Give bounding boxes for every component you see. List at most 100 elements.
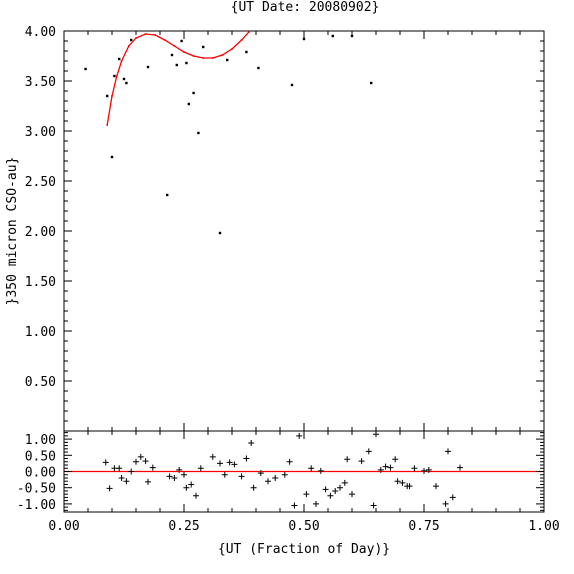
residual-plot-panel: -1.00-0.500.000.501.00 0.00 0.25 0.50 0.75 1… xyxy=(17,430,560,534)
data-point xyxy=(290,83,294,87)
residual-point xyxy=(166,473,173,480)
residual-point xyxy=(238,473,245,480)
residual-point xyxy=(243,455,250,462)
residual-point xyxy=(265,478,271,485)
residual-point xyxy=(337,484,343,491)
residual-point xyxy=(128,468,135,475)
data-point xyxy=(257,66,260,70)
residual-point xyxy=(387,464,394,471)
residual-y-tick-label: 1.00 xyxy=(25,433,56,448)
data-point xyxy=(185,61,188,65)
y-tick-label: 1.00 xyxy=(25,325,56,340)
fit-point xyxy=(128,45,130,47)
data-point xyxy=(218,231,222,235)
residual-point xyxy=(181,471,187,478)
residual-point xyxy=(365,448,372,455)
residual-point xyxy=(332,487,339,494)
residual-point xyxy=(197,465,204,472)
main-plot-x-ticks xyxy=(63,31,545,431)
x-axis-label: {UT (Fraction of Day)} xyxy=(218,542,390,557)
residual-point xyxy=(411,465,418,472)
fit-point xyxy=(231,48,233,50)
fit-point xyxy=(202,57,204,59)
residual-point xyxy=(226,459,233,466)
data-point xyxy=(197,131,200,135)
data-point xyxy=(170,53,174,57)
data-point xyxy=(84,67,87,71)
residual-point xyxy=(102,459,109,466)
data-point xyxy=(110,155,114,159)
fit-point xyxy=(106,124,108,126)
residual-x-ticks: 0.00 0.25 0.50 0.75 1.00 xyxy=(48,431,560,534)
data-point xyxy=(106,94,109,98)
data-point xyxy=(122,77,126,81)
y-axis-label: }350 micron CSO-au} xyxy=(5,157,20,306)
data-point xyxy=(130,38,133,42)
residual-point xyxy=(188,481,195,488)
residual-point xyxy=(370,502,377,509)
fit-curve xyxy=(106,31,250,126)
fit-point xyxy=(212,57,214,59)
data-point xyxy=(187,102,190,106)
data-point xyxy=(350,34,354,38)
residual-point xyxy=(123,478,130,485)
fit-point xyxy=(154,34,156,36)
residual-point xyxy=(308,465,315,472)
data-point xyxy=(370,81,373,85)
residual-point xyxy=(250,484,257,491)
data-point xyxy=(118,57,121,61)
data-point xyxy=(146,65,150,69)
residual-point xyxy=(217,460,223,467)
x-tick-label: 0.25 xyxy=(168,519,199,534)
chart-title: {UT Date: 20080902} xyxy=(231,0,380,15)
residual-point xyxy=(137,453,144,460)
residual-point xyxy=(341,479,348,486)
residual-point xyxy=(313,500,319,507)
residual-point xyxy=(433,483,439,490)
y-tick-label: 3.50 xyxy=(25,75,56,90)
fit-point xyxy=(183,51,185,53)
residual-point xyxy=(421,467,427,474)
fit-point xyxy=(135,37,137,39)
fit-point xyxy=(173,45,176,47)
fit-point xyxy=(116,75,118,77)
residual-y-tick-label: 0.50 xyxy=(25,449,56,464)
data-point xyxy=(175,63,178,67)
y-tick-label: 3.00 xyxy=(25,125,56,140)
y-tick-label: 2.00 xyxy=(25,225,56,240)
fit-point xyxy=(221,54,224,56)
residual-point xyxy=(349,491,355,498)
residual-point xyxy=(106,485,113,492)
residual-point xyxy=(231,461,238,468)
residual-point xyxy=(133,458,139,465)
residual-point xyxy=(406,483,413,490)
residual-point xyxy=(257,470,264,477)
residual-point xyxy=(394,478,401,485)
residual-point xyxy=(118,474,125,481)
residual-point xyxy=(221,471,228,478)
residual-point xyxy=(442,500,449,507)
x-tick-label: 1.00 xyxy=(528,519,559,534)
main-plot-y-ticks: 0.50 1.00 1.50 2.00 2.50 3.00 3.50 4.00 xyxy=(25,25,544,432)
residual-point xyxy=(272,474,279,481)
y-tick-label: 2.50 xyxy=(25,175,56,190)
residual-point xyxy=(145,478,151,485)
data-points-group xyxy=(84,34,373,235)
residual-point xyxy=(183,484,190,491)
fit-point xyxy=(111,95,113,97)
data-point xyxy=(331,34,334,38)
fit-point xyxy=(192,55,195,57)
data-point xyxy=(125,81,128,85)
data-point xyxy=(113,74,116,78)
residual-y-ticks: -1.00-0.500.00 0.501.00 xyxy=(17,432,544,513)
residual-point xyxy=(344,456,351,463)
data-point xyxy=(226,58,229,62)
fit-point xyxy=(120,60,123,62)
residual-point xyxy=(327,492,334,499)
residual-point xyxy=(358,458,365,465)
data-point xyxy=(192,91,195,95)
residual-point xyxy=(392,456,399,463)
data-point xyxy=(202,45,205,49)
fit-curve-group xyxy=(106,31,250,126)
